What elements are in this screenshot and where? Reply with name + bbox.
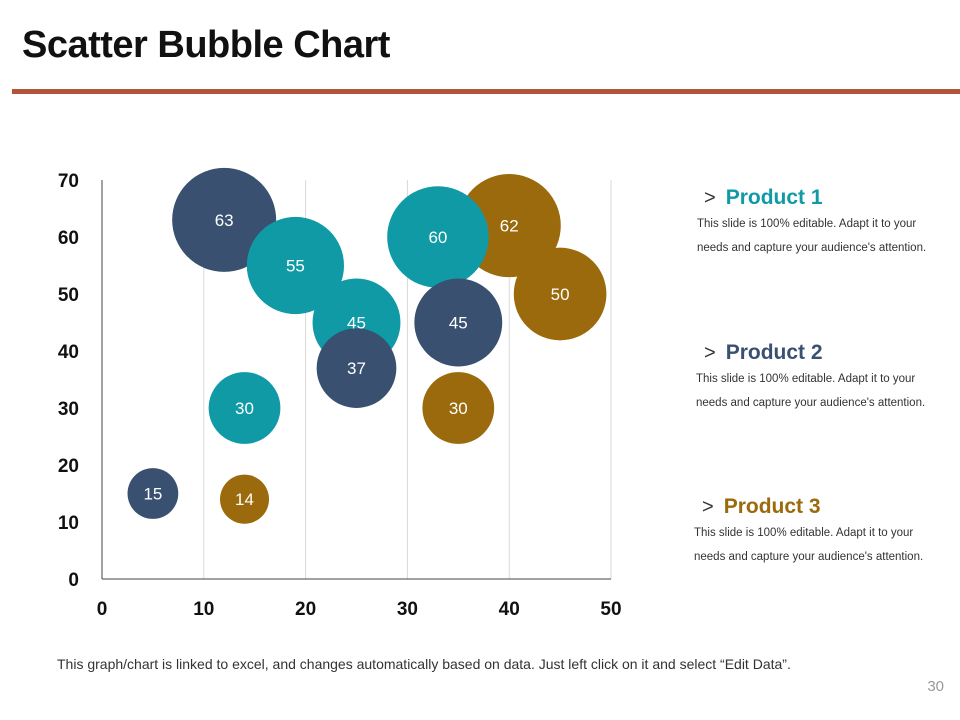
bubble-product-1[interactable]: 55 bbox=[246, 216, 345, 315]
bubble-circle[interactable] bbox=[220, 474, 270, 524]
bubble-value-label: 50 bbox=[551, 285, 570, 304]
bubble-value-label: 15 bbox=[143, 485, 162, 504]
bubble-circle[interactable] bbox=[208, 372, 281, 444]
bubble-value-label: 62 bbox=[500, 217, 519, 236]
bubble-product-1[interactable]: 60 bbox=[387, 186, 489, 288]
legend-description: This slide is 100% editable. Adapt it to… bbox=[696, 373, 926, 409]
bubble-circle[interactable] bbox=[127, 468, 179, 519]
bubble-product-3[interactable]: 30 bbox=[422, 372, 495, 444]
bubble-product-3[interactable]: 50 bbox=[513, 247, 607, 341]
bubble-product-3[interactable]: 14 bbox=[220, 474, 270, 524]
bubble-product-2[interactable]: 63 bbox=[172, 167, 277, 272]
bubble-circle[interactable] bbox=[316, 328, 397, 408]
legend-product-3: > Product 3 This slide is 100% editable.… bbox=[694, 495, 942, 569]
x-tick-label: 40 bbox=[499, 599, 520, 620]
bubble-value-label: 37 bbox=[347, 359, 366, 378]
bubble-product-2[interactable]: 15 bbox=[127, 468, 179, 519]
axis-layer: 0 10 20 30 40 50 60 70 0 10 20 30 40 50 bbox=[58, 171, 622, 620]
bubble-product-2[interactable]: 37 bbox=[316, 328, 397, 408]
y-tick-label: 50 bbox=[58, 285, 79, 306]
legend-title: Product 1 bbox=[725, 186, 823, 209]
bubble-layer[interactable]: 63 62 60 55 50 45 45 37 30 30 15 14 bbox=[127, 167, 607, 524]
legend-product-2: > Product 2 This slide is 100% editable.… bbox=[696, 341, 944, 415]
legend-product-1: > Product 1 This slide is 100% editable.… bbox=[697, 186, 944, 260]
bubble-product-1[interactable]: 30 bbox=[208, 372, 281, 444]
bubble-value-label: 14 bbox=[235, 490, 254, 509]
bubble-circle[interactable] bbox=[513, 247, 607, 341]
legend-title: Product 3 bbox=[723, 495, 821, 518]
bubble-value-label: 60 bbox=[428, 228, 447, 247]
y-tick-label: 0 bbox=[68, 570, 79, 591]
chevron-right-icon: > bbox=[704, 186, 716, 209]
bubble-value-label: 45 bbox=[347, 314, 366, 333]
y-tick-label: 40 bbox=[58, 342, 79, 363]
bubble-circle[interactable] bbox=[387, 186, 489, 288]
legend-title: Product 2 bbox=[725, 341, 823, 364]
bubble-value-label: 30 bbox=[235, 399, 254, 418]
bubble-circle[interactable] bbox=[172, 167, 277, 272]
bubble-circle[interactable] bbox=[422, 372, 495, 444]
x-tick-label: 20 bbox=[295, 599, 316, 620]
page-number: 30 bbox=[927, 678, 944, 695]
page-title: Scatter Bubble Chart bbox=[22, 24, 390, 66]
bubble-circle[interactable] bbox=[246, 216, 345, 315]
y-tick-label: 20 bbox=[58, 456, 79, 477]
bubble-value-label: 55 bbox=[286, 257, 305, 276]
chevron-right-icon: > bbox=[702, 495, 714, 518]
y-tick-label: 60 bbox=[58, 228, 79, 249]
bubble-product-2[interactable]: 45 bbox=[414, 278, 503, 367]
y-tick-label: 10 bbox=[58, 513, 79, 534]
chevron-right-icon: > bbox=[704, 341, 716, 364]
chart-footnote: This graph/chart is linked to excel, and… bbox=[57, 656, 791, 672]
x-tick-label: 50 bbox=[600, 599, 621, 620]
y-tick-label: 30 bbox=[58, 399, 79, 420]
title-divider bbox=[12, 89, 960, 94]
y-tick-label: 70 bbox=[58, 171, 79, 192]
bubble-value-label: 63 bbox=[215, 211, 234, 230]
x-tick-label: 10 bbox=[193, 599, 214, 620]
legend-description: This slide is 100% editable. Adapt it to… bbox=[694, 527, 924, 563]
legend-description: This slide is 100% editable. Adapt it to… bbox=[697, 218, 927, 254]
bubble-value-label: 45 bbox=[449, 314, 468, 333]
x-tick-label: 0 bbox=[97, 599, 108, 620]
x-tick-label: 30 bbox=[397, 599, 418, 620]
bubble-value-label: 30 bbox=[449, 399, 468, 418]
bubble-circle[interactable] bbox=[414, 278, 503, 367]
